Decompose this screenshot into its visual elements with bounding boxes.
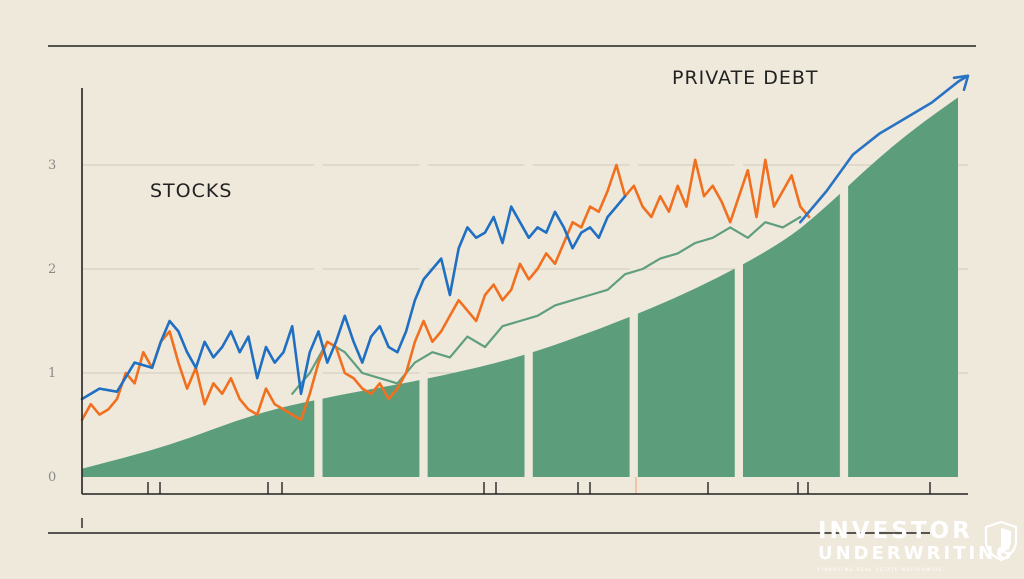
y-tick-label: 1	[48, 366, 56, 381]
brand-tagline: FINANCING REAL ESTATE NATIONWIDE	[818, 567, 943, 573]
trend-arrow-shaft	[957, 74, 969, 83]
x-axis-tick-marks	[147, 482, 931, 494]
private-debt-area-group	[82, 97, 958, 480]
area-gap	[419, 100, 428, 477]
area-gap	[524, 100, 533, 477]
y-tick-label: 2	[48, 262, 56, 277]
brand-name-bottom: UNDERWRITING	[818, 543, 1014, 564]
private-debt-label: PRIVATE DEBT	[672, 67, 819, 89]
y-tick-label: 3	[48, 158, 56, 173]
y-tick-label: 0	[48, 470, 56, 485]
private-debt-trend-line	[799, 80, 960, 224]
area-gap	[735, 100, 743, 477]
shield-inner-icon	[1001, 528, 1011, 554]
stocks-orange-line	[80, 158, 811, 422]
series-lines-group	[80, 74, 970, 422]
investor-underwriting-logo: INVESTOR UNDERWRITING FINANCING REAL EST…	[818, 518, 1018, 573]
green-line-series	[291, 215, 802, 395]
shield-icon	[984, 520, 1018, 562]
y-tick-labels: 0 1 2 3	[48, 158, 56, 485]
stocks-blue-line	[80, 194, 627, 401]
area-gap	[314, 100, 323, 477]
brand-name-top: INVESTOR	[818, 518, 973, 544]
area-gap	[840, 100, 849, 477]
stocks-label: STOCKS	[150, 180, 232, 202]
area-gap	[629, 100, 638, 477]
